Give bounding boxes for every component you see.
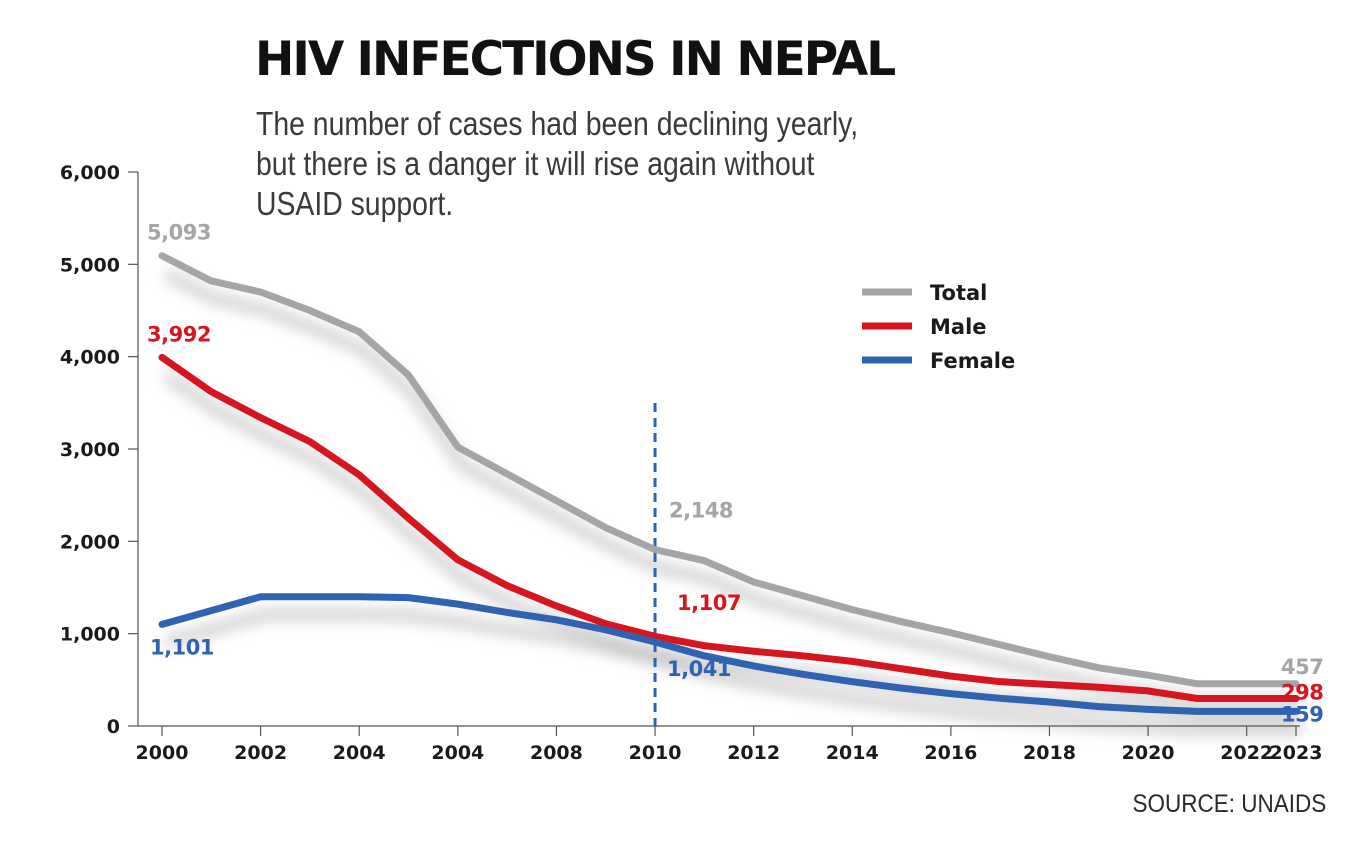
x-tick-label: 2002 — [234, 742, 287, 764]
series-shadow-male — [162, 370, 1300, 723]
data-label-total: 457 — [1281, 655, 1323, 679]
data-label-male: 1,107 — [677, 591, 741, 615]
x-tick-label: 2010 — [629, 742, 682, 764]
legend-label-total: Total — [930, 281, 987, 305]
x-tick-label: 2004 — [333, 742, 386, 764]
chart-title: HIV INFECTIONS IN NEPAL — [255, 32, 896, 87]
legend-label-female: Female — [930, 349, 1015, 373]
y-tick-label: 5,000 — [60, 254, 120, 276]
data-label-male: 3,992 — [147, 322, 211, 346]
x-tick-label: 2022 — [1220, 742, 1273, 764]
chart-subtitle: The number of cases had been declining y… — [256, 105, 859, 222]
legend-label-male: Male — [930, 315, 987, 339]
series-line-female — [158, 593, 1300, 715]
x-tick-label: 2004 — [431, 742, 484, 764]
series-line-male — [158, 353, 1300, 702]
x-tick-label: 2008 — [530, 742, 583, 764]
data-label-female: 1,101 — [150, 635, 214, 659]
data-label-total: 5,093 — [147, 221, 211, 245]
series-shadow-female — [164, 608, 1300, 736]
y-tick-label: 6,000 — [60, 162, 120, 184]
data-label-female: 1,041 — [667, 657, 731, 681]
y-tick-label: 2,000 — [60, 531, 120, 553]
x-tick-label: 2018 — [1023, 742, 1076, 764]
series-line-total — [158, 252, 1300, 688]
x-tick-label: 2020 — [1122, 742, 1175, 764]
x-tick-label: 2023 — [1270, 742, 1323, 764]
data-label-male: 298 — [1281, 680, 1323, 704]
x-tick-label: 2012 — [727, 742, 780, 764]
source-note: SOURCE: UNAIDS — [1132, 790, 1326, 818]
x-tick-label: 2000 — [136, 742, 189, 764]
data-label-total: 2,148 — [669, 499, 733, 523]
y-tick-label: 1,000 — [60, 624, 120, 646]
y-tick-label: 3,000 — [60, 439, 120, 461]
series-shadow-total — [163, 268, 1300, 708]
x-tick-label: 2016 — [924, 742, 977, 764]
data-label-female: 159 — [1281, 702, 1323, 726]
y-tick-label: 0 — [107, 716, 120, 738]
y-tick-label: 4,000 — [60, 347, 120, 369]
x-tick-label: 2014 — [826, 742, 879, 764]
